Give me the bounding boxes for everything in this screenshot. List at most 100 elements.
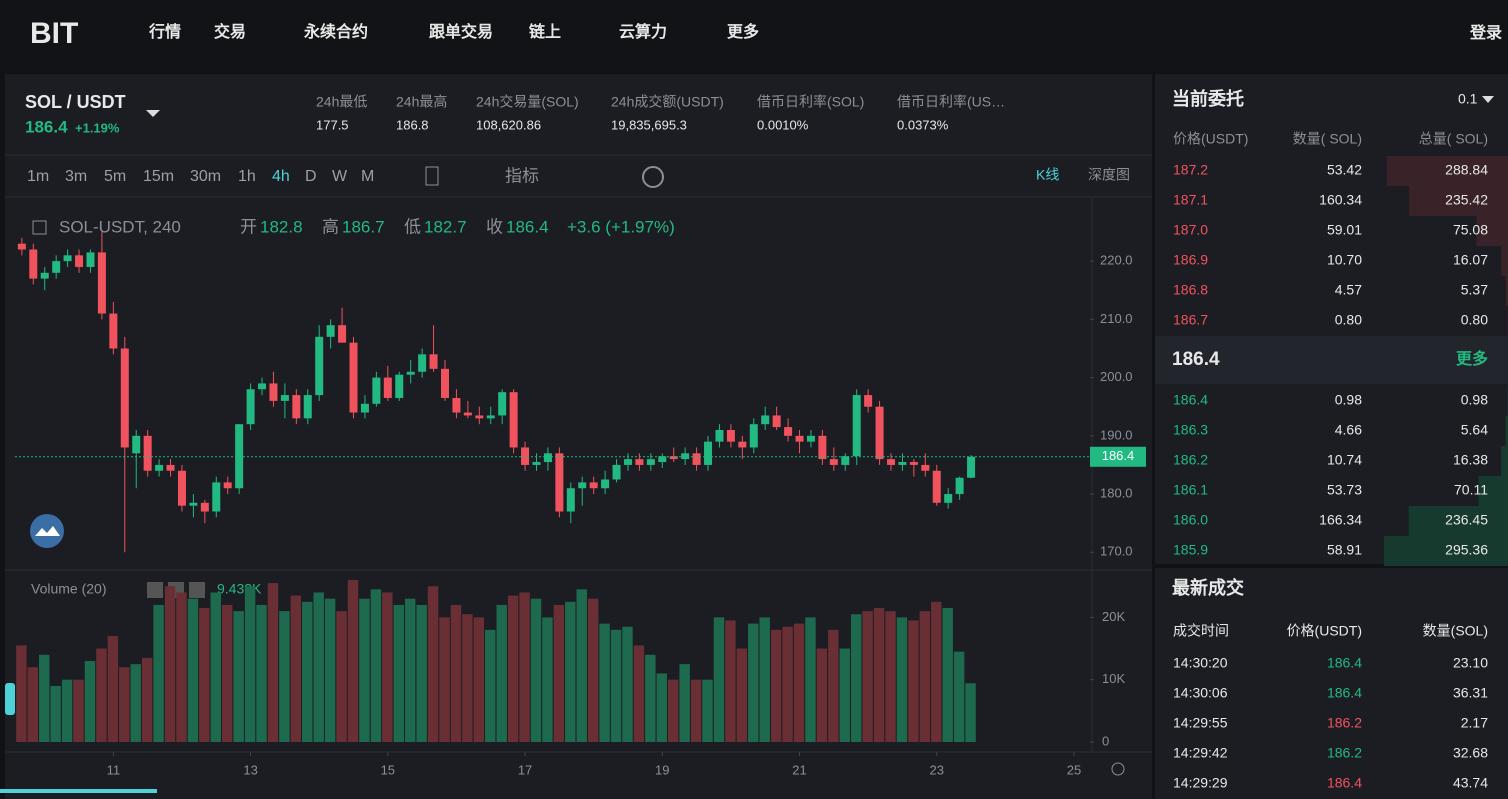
- view-tab[interactable]: K线: [1036, 167, 1059, 183]
- interval[interactable]: M: [361, 168, 374, 185]
- candle-body: [315, 336, 324, 396]
- ob-cell: 185.9: [1173, 542, 1208, 558]
- candle-body: [623, 459, 632, 465]
- side-toggle[interactable]: [5, 683, 15, 715]
- candle-body: [738, 441, 747, 448]
- volume-bar: [39, 654, 50, 742]
- ohlc-value: 182.7: [424, 217, 467, 236]
- interval[interactable]: D: [305, 168, 317, 185]
- logo-badge: [30, 514, 64, 548]
- volume-bar: [153, 604, 164, 742]
- ob-cell: 186.9: [1173, 252, 1208, 268]
- volume-bar: [427, 586, 439, 742]
- candle-body: [589, 482, 598, 489]
- candle-body: [543, 453, 552, 463]
- trade-qty: 36.31: [1453, 685, 1488, 701]
- interval[interactable]: 15m: [143, 168, 174, 185]
- ob-cell: 58.91: [1327, 542, 1362, 558]
- mid-row: [1155, 336, 1508, 384]
- volume-bar: [382, 592, 393, 742]
- pair[interactable]: SOL / USDT: [25, 92, 126, 112]
- stat-label: 24h最低: [316, 94, 367, 110]
- volume-bar: [931, 601, 942, 742]
- candle-body: [715, 430, 724, 442]
- candle-body: [955, 477, 964, 495]
- volume-bar: [668, 679, 679, 742]
- volume-bar: [130, 664, 141, 742]
- nav-item[interactable]: 跟单交易: [429, 22, 493, 41]
- volume-bar: [176, 592, 187, 742]
- stat-value: 0.0010%: [757, 117, 809, 132]
- interval[interactable]: W: [332, 168, 348, 185]
- nav-item[interactable]: 云算力: [619, 22, 667, 41]
- ob-cell: 295.36: [1445, 542, 1488, 558]
- sun-icon[interactable]: [1111, 762, 1125, 776]
- volume-bar: [610, 629, 622, 742]
- volume-bar: [359, 598, 370, 742]
- symbol: SOL-USDT, 240: [59, 217, 181, 236]
- y-tick-label: 200.0: [1100, 369, 1133, 384]
- more[interactable]: 更多: [1456, 349, 1488, 368]
- x-tick-label: 15: [381, 762, 395, 777]
- candle-body: [726, 430, 735, 442]
- ob-cell: 235.42: [1445, 192, 1488, 208]
- candle-body: [166, 464, 175, 471]
- volume-bar: [141, 657, 153, 742]
- candle-body: [63, 255, 72, 262]
- indicator[interactable]: 指标: [505, 166, 539, 185]
- nav-item[interactable]: 永续合约: [303, 22, 368, 41]
- precision[interactable]: 0.1: [1458, 91, 1478, 107]
- vol-icon[interactable]: [189, 582, 205, 598]
- interval[interactable]: 30m: [190, 168, 221, 185]
- view-tab[interactable]: 深度图: [1088, 167, 1130, 183]
- candle-body: [806, 435, 815, 442]
- depth-bar: [1501, 446, 1508, 476]
- stat-value: 177.5: [316, 117, 349, 132]
- pair-dropdown[interactable]: [146, 110, 160, 117]
- logo[interactable]: BIT: [30, 17, 78, 50]
- volume-bar: [221, 604, 233, 742]
- volume-bar: [107, 636, 119, 742]
- interval[interactable]: 4h: [272, 168, 290, 185]
- trade-price: 186.2: [1327, 715, 1362, 731]
- interval[interactable]: 1m: [27, 168, 49, 185]
- y-tick-label: 0: [1102, 733, 1109, 748]
- vol-icon[interactable]: [147, 582, 163, 598]
- ob-cell: 187.2: [1173, 162, 1208, 178]
- candle-body: [280, 395, 289, 401]
- interval[interactable]: 1h: [238, 168, 256, 185]
- ob-cell: 59.01: [1327, 222, 1362, 238]
- nav-item[interactable]: 更多: [727, 22, 759, 41]
- stat-label: 24h成交额(USDT): [611, 94, 724, 110]
- candle-body: [246, 389, 255, 425]
- interval[interactable]: 5m: [104, 168, 126, 185]
- candle-icon[interactable]: [425, 166, 439, 186]
- candle-body: [486, 415, 495, 419]
- volume-bar: [416, 604, 427, 742]
- volume-bar: [702, 679, 713, 742]
- ob-cell: 186.7: [1173, 312, 1208, 328]
- stat-label: 24h交易量(SOL): [476, 94, 579, 110]
- volume-bar: [759, 617, 770, 742]
- precision-dropdown[interactable]: [1482, 96, 1494, 103]
- login[interactable]: 登录: [1469, 23, 1502, 42]
- nav-item[interactable]: 交易: [214, 22, 246, 41]
- legend-change: +3.6 (+1.97%): [567, 217, 675, 236]
- settings-icon[interactable]: [642, 166, 664, 188]
- volume-bar: [576, 589, 587, 742]
- candle-body: [40, 272, 49, 279]
- nav-item[interactable]: 行情: [148, 22, 181, 41]
- y-tick-label: 170.0: [1100, 544, 1133, 559]
- interval[interactable]: 3m: [65, 168, 87, 185]
- x-tick-label: 21: [792, 762, 806, 777]
- depth-bar: [1383, 536, 1508, 566]
- candle-body: [532, 462, 541, 465]
- trade-header: 价格(USDT): [1287, 623, 1362, 639]
- stat-value: 108,620.86: [476, 117, 541, 132]
- volume-bar: [736, 648, 748, 742]
- ohlc-label: 收: [486, 217, 503, 236]
- candle-body: [772, 415, 781, 428]
- nav-item[interactable]: 链上: [529, 22, 561, 41]
- candle-body: [898, 462, 907, 465]
- volume-bar: [290, 595, 302, 742]
